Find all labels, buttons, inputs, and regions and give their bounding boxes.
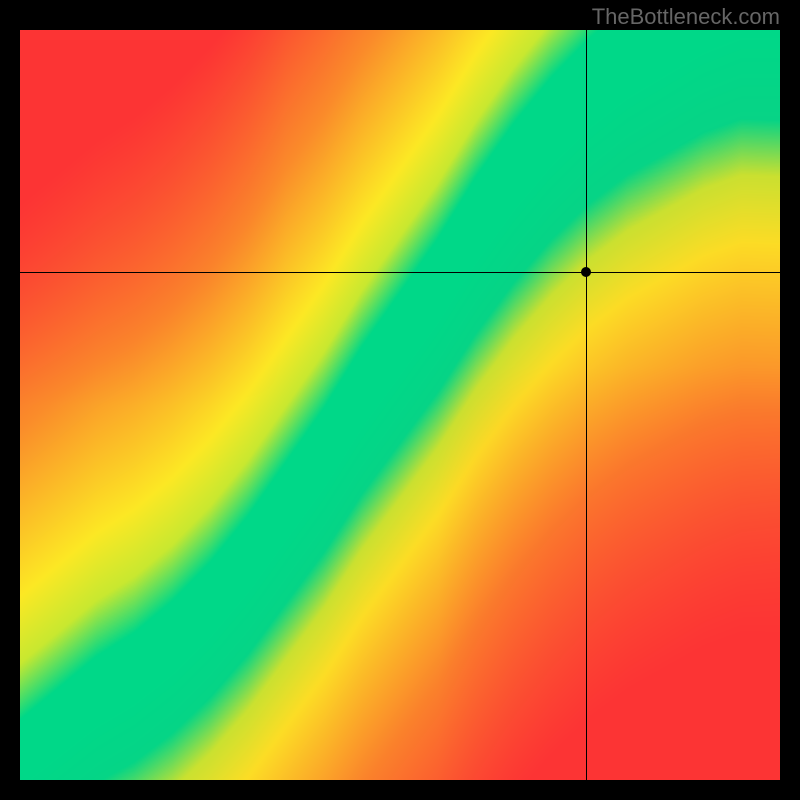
crosshair-horizontal (20, 272, 780, 273)
bottleneck-heatmap (20, 30, 780, 780)
watermark-text: TheBottleneck.com (592, 4, 780, 30)
heatmap-canvas (20, 30, 780, 780)
crosshair-vertical (586, 30, 587, 780)
marker-dot (581, 267, 591, 277)
